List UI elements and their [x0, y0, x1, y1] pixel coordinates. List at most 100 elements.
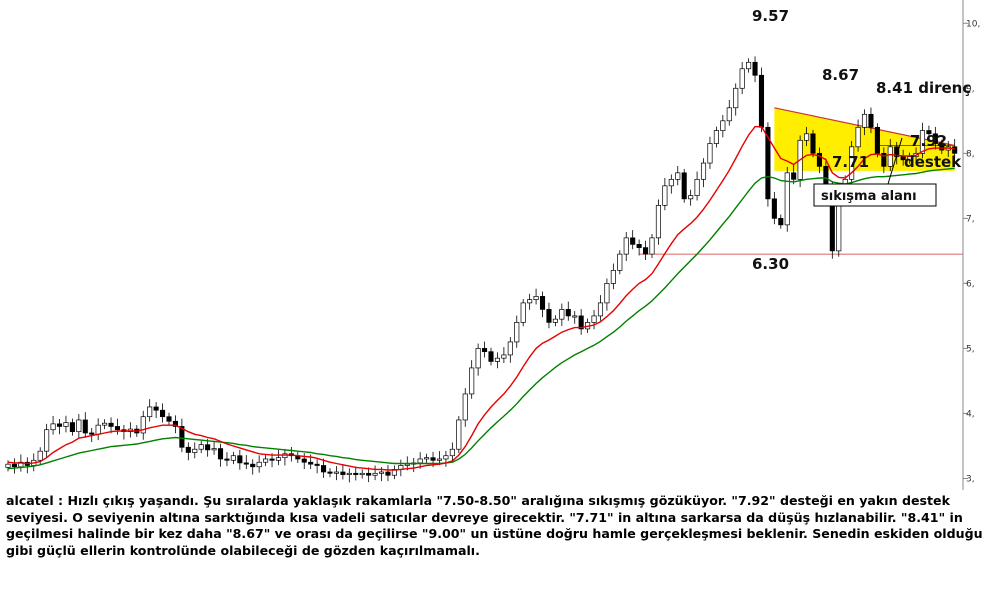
candle-body	[230, 455, 236, 461]
candle-body	[82, 419, 88, 434]
candle-body	[501, 354, 507, 359]
candle-body	[952, 146, 958, 154]
candle-body	[417, 458, 423, 464]
candle-body	[321, 465, 327, 473]
candle-body	[668, 178, 674, 187]
candle-body	[546, 309, 552, 323]
candle-body	[733, 87, 739, 109]
candle-body	[868, 113, 874, 128]
y-tick-label: 10,	[966, 19, 980, 29]
low-left-label: 7.71	[832, 153, 869, 171]
candle-body	[250, 463, 256, 468]
candle-body	[404, 463, 410, 466]
ma-group	[7, 126, 955, 471]
candle-body	[746, 61, 752, 70]
candle-body	[192, 448, 198, 453]
candle-body	[758, 74, 765, 128]
candle-body	[874, 126, 880, 154]
candle-body	[449, 448, 455, 457]
candle-body	[604, 283, 610, 304]
y-tick-label: 4,	[966, 409, 975, 419]
candle-body	[765, 126, 771, 200]
candle-body	[700, 162, 707, 180]
price-chart: 3,4,5,6,7,8,9,10, 9.57 8.67 8.41 direnç …	[5, 0, 980, 490]
candle-body	[488, 351, 494, 362]
y-tick-label: 3,	[966, 474, 975, 484]
candle-body	[887, 146, 893, 167]
candle-body	[823, 165, 829, 187]
support-label: destek	[904, 153, 962, 171]
candle-body	[436, 458, 443, 461]
candle-body	[649, 237, 655, 255]
candle-body	[713, 130, 719, 144]
candle-body	[359, 472, 365, 475]
support-value-label: 7.92	[910, 132, 947, 150]
candle-body	[108, 422, 114, 427]
candle-body	[836, 198, 842, 252]
candle-body	[243, 462, 249, 465]
candle-body	[610, 270, 616, 284]
candle-body	[153, 406, 159, 411]
candle-body	[694, 178, 700, 196]
candle-body	[11, 463, 17, 468]
candle-body	[591, 315, 597, 323]
candle-body	[346, 472, 352, 475]
candle-body	[327, 471, 333, 474]
candle-body	[185, 446, 191, 453]
candle-body	[643, 247, 649, 255]
analysis-commentary: alcatel : Hızlı çıkış yaşandı. Şu sırala…	[6, 493, 983, 558]
candle-body	[333, 471, 339, 474]
candle-body	[469, 367, 475, 395]
bottom-label: 6.30	[752, 255, 789, 273]
candle-body	[804, 133, 810, 141]
candle-body	[147, 406, 153, 418]
candle-body	[37, 450, 43, 461]
candle-body	[630, 237, 636, 245]
y-tick-label: 8,	[966, 149, 975, 159]
candle-body	[89, 432, 95, 435]
squeeze-label-box	[813, 183, 937, 207]
candle-body	[224, 458, 230, 461]
candle-body	[475, 348, 481, 369]
candle-body	[552, 318, 558, 323]
candle-body	[308, 461, 314, 465]
candle-body	[688, 195, 694, 200]
candle-body	[69, 422, 75, 433]
candle-body	[565, 309, 571, 317]
candle-body	[179, 426, 185, 448]
candle-body	[771, 198, 777, 219]
peak-label: 9.57	[752, 7, 789, 25]
ma-long-line	[7, 167, 955, 470]
candle-body	[314, 463, 320, 466]
candle-body	[217, 448, 224, 460]
candle-body	[675, 172, 681, 180]
candle-body	[140, 416, 146, 434]
candle-body	[572, 315, 578, 318]
candle-body	[482, 348, 488, 353]
candle-body	[237, 455, 243, 464]
candle-body	[5, 463, 11, 468]
y-tick-label: 9,	[966, 84, 975, 94]
candle-body	[301, 458, 307, 463]
candle-body	[514, 322, 520, 343]
candle-body	[256, 461, 262, 468]
candle-body	[791, 172, 797, 180]
candle-body	[172, 420, 178, 427]
y-tick-label: 5,	[966, 344, 975, 354]
candle-body	[739, 68, 745, 89]
candle-body	[810, 133, 816, 154]
candle-body	[752, 61, 758, 76]
candle-body	[462, 393, 468, 421]
candle-body	[578, 315, 584, 330]
candle-body	[385, 471, 391, 476]
candle-body	[205, 444, 211, 451]
candle-body	[456, 419, 462, 450]
ma-short-line	[7, 126, 955, 471]
candle-body	[366, 472, 372, 476]
candle-body	[855, 126, 861, 148]
candle-body	[617, 253, 623, 271]
candle-body	[881, 152, 887, 167]
candle-body	[527, 299, 533, 304]
candle-body	[720, 120, 726, 131]
candle-body	[378, 471, 385, 474]
